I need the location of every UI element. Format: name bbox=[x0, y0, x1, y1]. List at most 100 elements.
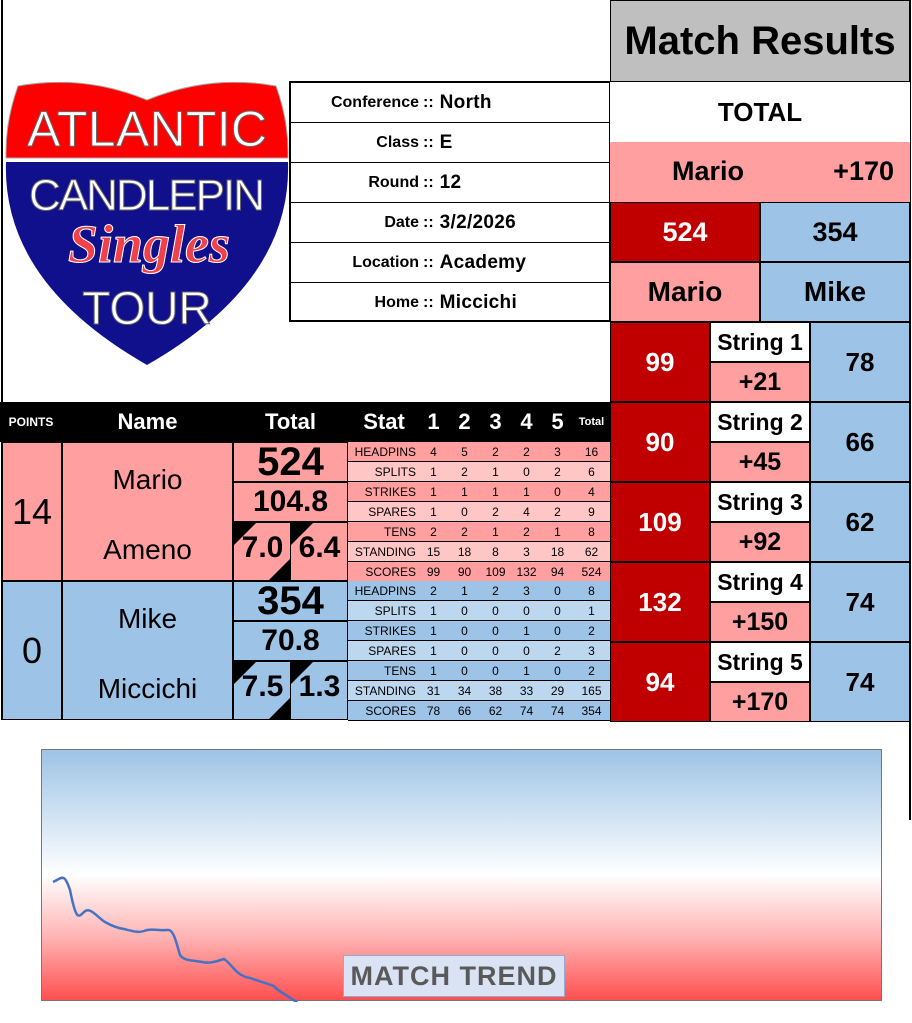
stat-value-string-5: 2 bbox=[554, 504, 561, 519]
match-info-table: Conference:: North Class:: E Round:: 12 Dat… bbox=[289, 81, 611, 322]
player-total: 524 bbox=[233, 440, 348, 484]
header-col-2: 2 bbox=[458, 409, 471, 434]
atlantic-candlepin-logo: ATLANTIC CANDLEPIN Singles TOUR bbox=[5, 82, 289, 365]
stat-value-string-1: 78 bbox=[426, 703, 441, 718]
divider-line bbox=[290, 523, 291, 580]
player-ratio-box: 7.5 1.3 bbox=[233, 661, 348, 720]
stat-value-string-5: 0 bbox=[554, 603, 561, 618]
home-name: Mario bbox=[610, 262, 760, 322]
stat-value-string-3: 0 bbox=[492, 643, 499, 658]
info-value: Miccichi bbox=[439, 292, 518, 313]
stat-row-scores: SCORES 99 90 109 132 94 524 bbox=[348, 562, 610, 582]
stat-value-string-1: 1 bbox=[430, 603, 437, 618]
header-points: POINTS bbox=[8, 415, 54, 429]
info-row-conference: Conference:: North bbox=[291, 83, 609, 123]
stat-value-string-1: 1 bbox=[430, 464, 437, 479]
info-value: 12 bbox=[439, 171, 462, 193]
stat-row-splits: SPLITS 1 0 0 0 0 1 bbox=[348, 601, 610, 621]
stat-value-string-4: 3 bbox=[523, 583, 530, 598]
stat-value-total: 2 bbox=[588, 623, 595, 638]
stat-value-string-4: 1 bbox=[523, 663, 530, 678]
separator: :: bbox=[423, 173, 434, 191]
player-first-name bbox=[62, 581, 233, 720]
stat-value-total: 9 bbox=[588, 504, 595, 519]
string-label: String 3 bbox=[710, 482, 810, 522]
leader-name: Mario bbox=[672, 156, 745, 186]
divider-line bbox=[290, 662, 291, 719]
stat-value-string-5: 2 bbox=[554, 464, 561, 479]
scoreboard-header: POINTS Name Total Stat 1 2 3 4 5 Total bbox=[0, 402, 610, 442]
separator: :: bbox=[423, 213, 434, 231]
player-first-name-text: Mike bbox=[117, 603, 178, 634]
stat-row-strikes: STRIKES 1 0 0 1 0 2 bbox=[348, 621, 610, 641]
stat-value-string-2: 2 bbox=[461, 524, 468, 539]
header-col-5: 5 bbox=[551, 409, 564, 434]
corner-triangle bbox=[269, 558, 291, 580]
string-label: String 1 bbox=[710, 322, 810, 362]
stat-value-string-1: 31 bbox=[426, 683, 441, 698]
stat-value-total: 6 bbox=[588, 464, 595, 479]
stat-value-string-5: 0 bbox=[554, 583, 561, 598]
stat-value-string-3: 1 bbox=[492, 524, 499, 539]
header-stat: Stat bbox=[363, 409, 405, 434]
stat-value-total: 16 bbox=[584, 444, 599, 459]
svg-text:Singles: Singles bbox=[68, 214, 230, 274]
stat-value-string-4: 2 bbox=[523, 524, 530, 539]
stat-value-total: 165 bbox=[581, 683, 602, 698]
stat-value-string-3: 1 bbox=[492, 464, 499, 479]
corner-triangle bbox=[234, 662, 256, 684]
stat-value-string-3: 38 bbox=[488, 683, 503, 698]
stat-value-string-5: 94 bbox=[550, 564, 565, 579]
player-block-mario: 14 Mario Ameno 524 104.8 7.0 6.4 HEADPINS 4 5 2 2 3 1… bbox=[0, 440, 610, 582]
player-stat-b: 6.4 bbox=[298, 531, 341, 564]
stat-label: TENS bbox=[383, 524, 416, 539]
stat-value-string-2: 1 bbox=[461, 484, 468, 499]
info-label: Class bbox=[376, 133, 419, 151]
stat-value-string-2: 0 bbox=[461, 504, 468, 519]
stat-value-string-3: 8 bbox=[492, 544, 499, 559]
stat-value-string-3: 1 bbox=[492, 484, 499, 499]
player-last-name: Ameno bbox=[103, 534, 192, 565]
stat-row-tens: TENS 1 0 0 1 0 2 bbox=[348, 661, 610, 681]
stat-row-headpins: HEADPINS 4 5 2 2 3 16 bbox=[348, 442, 610, 462]
stat-value-string-5: 1 bbox=[554, 524, 561, 539]
stat-label: SPARES bbox=[368, 504, 416, 519]
header-name: Name bbox=[117, 409, 178, 434]
stat-value-string-1: 1 bbox=[430, 643, 437, 658]
stat-label: TENS bbox=[383, 663, 416, 678]
string-away-score: 74 bbox=[810, 642, 910, 722]
stat-value-string-3: 62 bbox=[488, 703, 503, 718]
string-label: String 5 bbox=[710, 642, 810, 682]
stat-value-string-2: 90 bbox=[457, 564, 472, 579]
stat-value-string-2: 0 bbox=[461, 663, 468, 678]
stat-label: HEADPINS bbox=[354, 444, 416, 459]
stat-value-string-1: 15 bbox=[426, 544, 441, 559]
stat-label: STRIKES bbox=[364, 484, 416, 499]
player-block-mike: 0 Mike Miccichi 354 70.8 7.5 1.3 HEADPINS 2 1 2 3 0 8… bbox=[0, 579, 610, 721]
string-away-score: 66 bbox=[810, 402, 910, 482]
stat-value-string-2: 2 bbox=[461, 464, 468, 479]
stat-value-string-4: 132 bbox=[516, 564, 537, 579]
player-points: 14 bbox=[2, 442, 62, 581]
svg-text:ATLANTIC: ATLANTIC bbox=[27, 101, 267, 157]
header-col-1: 1 bbox=[427, 409, 440, 434]
stat-value-string-1: 1 bbox=[430, 484, 437, 499]
stat-row-spares: SPARES 1 0 2 4 2 9 bbox=[348, 502, 610, 522]
info-value: E bbox=[439, 131, 453, 153]
total-label: TOTAL bbox=[610, 82, 910, 142]
info-value: Academy bbox=[439, 251, 527, 273]
info-row-date: Date:: 3/2/2026 bbox=[291, 203, 609, 243]
stat-value-string-3: 2 bbox=[492, 583, 499, 598]
header-col-4: 4 bbox=[520, 409, 533, 434]
string-away-score: 62 bbox=[810, 482, 910, 562]
stat-value-string-5: 74 bbox=[550, 703, 565, 718]
stat-label: STRIKES bbox=[364, 623, 416, 638]
stat-value-string-2: 0 bbox=[461, 623, 468, 638]
player-total: 354 bbox=[233, 579, 348, 623]
player-average: 104.8 bbox=[233, 482, 348, 522]
stat-value-string-5: 29 bbox=[550, 683, 565, 698]
stat-value-string-4: 33 bbox=[519, 683, 534, 698]
stat-value-string-4: 3 bbox=[523, 544, 530, 559]
stat-value-string-4: 74 bbox=[519, 703, 534, 718]
stat-value-total: 524 bbox=[581, 564, 602, 579]
